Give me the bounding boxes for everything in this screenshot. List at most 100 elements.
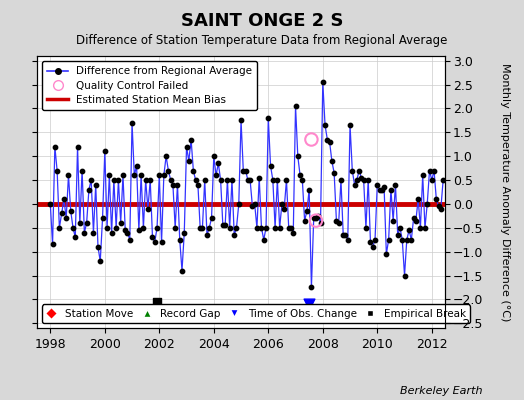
Point	[425, 167, 434, 174]
Text: SAINT ONGE 2 S: SAINT ONGE 2 S	[181, 12, 343, 30]
Point	[208, 215, 216, 222]
Point	[282, 177, 291, 183]
Point	[355, 167, 363, 174]
Point	[362, 224, 370, 231]
Point	[216, 177, 225, 183]
Point	[219, 222, 227, 229]
Point	[389, 218, 397, 224]
Point	[339, 232, 347, 238]
Point	[167, 177, 175, 183]
Point	[150, 239, 159, 245]
Point	[257, 224, 266, 231]
Point	[291, 103, 300, 109]
Point	[123, 229, 132, 236]
Point	[176, 236, 184, 243]
Point	[189, 167, 198, 174]
Point	[105, 172, 114, 178]
Point	[332, 218, 341, 224]
Point	[126, 236, 134, 243]
Point	[201, 177, 209, 183]
Point	[121, 227, 129, 233]
Point	[92, 182, 100, 188]
Point	[273, 177, 281, 183]
Point	[264, 115, 272, 121]
Point	[334, 220, 343, 226]
Point	[394, 232, 402, 238]
Point	[160, 172, 168, 178]
Point	[153, 224, 161, 231]
Point	[230, 232, 238, 238]
Point	[330, 170, 339, 176]
Point	[223, 177, 232, 183]
Point	[82, 220, 91, 226]
Point	[341, 232, 350, 238]
Point	[407, 236, 416, 243]
Point	[248, 203, 257, 210]
Text: Berkeley Earth: Berkeley Earth	[400, 386, 482, 396]
Point	[55, 224, 63, 231]
Point	[246, 177, 254, 183]
Point	[96, 258, 104, 264]
Point	[262, 224, 270, 231]
Point	[414, 196, 422, 202]
Point	[382, 251, 390, 257]
Point	[60, 196, 68, 202]
Point	[133, 162, 141, 169]
Point	[119, 172, 127, 178]
Point	[305, 301, 313, 307]
Point	[396, 224, 404, 231]
Point	[178, 268, 186, 274]
Point	[359, 177, 368, 183]
Point	[239, 167, 247, 174]
Point	[391, 182, 400, 188]
Point	[153, 298, 161, 305]
Point	[371, 236, 379, 243]
Point	[116, 220, 125, 226]
Point	[280, 206, 288, 212]
Point	[139, 224, 148, 231]
Point	[205, 224, 213, 231]
Point	[146, 177, 155, 183]
Point	[51, 144, 59, 150]
Point	[428, 177, 436, 183]
Point	[128, 120, 136, 126]
Point	[337, 177, 345, 183]
Point	[198, 224, 206, 231]
Point	[80, 229, 89, 236]
Point	[323, 136, 332, 143]
Point	[366, 239, 375, 245]
Point	[67, 208, 75, 214]
Point	[385, 236, 393, 243]
Point	[191, 177, 200, 183]
Point	[221, 222, 230, 229]
Point	[289, 229, 298, 236]
Point	[271, 224, 279, 231]
Point	[162, 153, 170, 160]
Point	[259, 236, 268, 243]
Point	[310, 215, 318, 222]
Point	[62, 215, 70, 222]
Point	[244, 177, 252, 183]
Point	[439, 177, 447, 183]
Legend: Station Move, Record Gap, Time of Obs. Change, Empirical Break: Station Move, Record Gap, Time of Obs. C…	[42, 304, 470, 323]
Point	[155, 172, 163, 178]
Point	[375, 186, 384, 193]
Point	[305, 186, 313, 193]
Point	[380, 184, 388, 190]
Point	[405, 227, 413, 233]
Point	[296, 172, 304, 178]
Point	[182, 144, 191, 150]
Point	[303, 208, 311, 214]
Point	[419, 172, 427, 178]
Point	[107, 229, 116, 236]
Point	[434, 203, 443, 210]
Point	[53, 167, 61, 174]
Point	[194, 182, 202, 188]
Point	[203, 232, 211, 238]
Point	[137, 172, 145, 178]
Point	[112, 224, 121, 231]
Point	[253, 224, 261, 231]
Point	[300, 218, 309, 224]
Point	[180, 229, 189, 236]
Point	[412, 218, 420, 224]
